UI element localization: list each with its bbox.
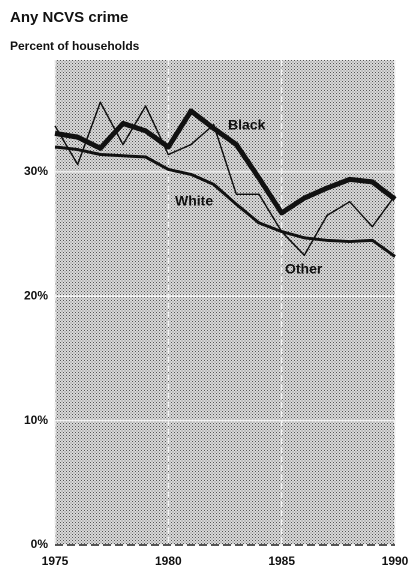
x-tick-label: 1980 xyxy=(155,554,182,568)
series-label: Black xyxy=(228,117,266,133)
line-series xyxy=(54,101,396,256)
line-series xyxy=(54,145,396,258)
line-series xyxy=(54,108,397,216)
y-tick-label: 20% xyxy=(24,288,48,302)
series-label: Other xyxy=(285,261,323,277)
x-tick-label: 1990 xyxy=(382,554,409,568)
y-tick-label: 0% xyxy=(31,537,49,551)
series-label: White xyxy=(175,193,213,209)
plot-area xyxy=(55,60,395,545)
y-tick-label: 30% xyxy=(24,164,48,178)
x-tick-label: 1975 xyxy=(42,554,69,568)
y-tick-label: 10% xyxy=(24,413,48,427)
chart-title: Any NCVS crime xyxy=(10,9,128,26)
chart-subtitle: Percent of households xyxy=(10,39,140,53)
x-tick-label: 1985 xyxy=(268,554,295,568)
